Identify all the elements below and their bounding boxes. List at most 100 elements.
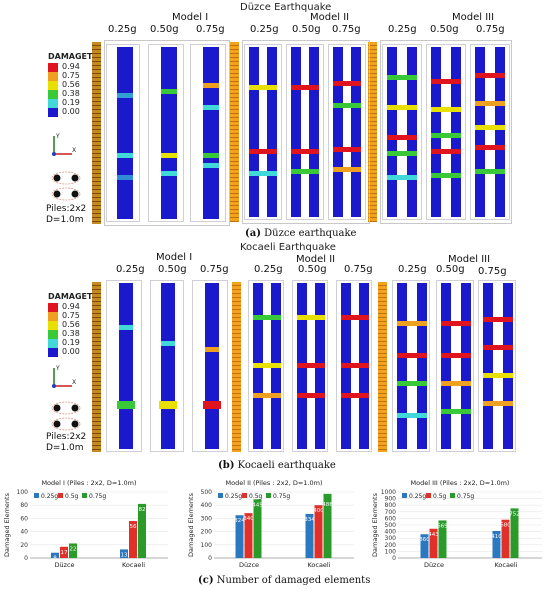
soil-layer-column: [378, 282, 387, 452]
legend-swatch: [48, 81, 58, 90]
soil-layer-column: [232, 282, 241, 452]
y-tick-label: 80: [20, 502, 28, 509]
section-a-pga-3-1: 0.25g: [388, 24, 417, 35]
section-b-title: Kocaeli Earthquake: [240, 242, 336, 253]
bar: [501, 519, 510, 558]
axis-y-label: Y: [55, 133, 60, 140]
y-tick-label: 60: [20, 515, 28, 522]
pile-contour-b-m3-025: [392, 280, 430, 452]
x-tick-label: Kocaeli: [122, 561, 145, 569]
legend-label: 0.5g: [65, 493, 79, 500]
section-a-model-3-label: Model III: [452, 12, 495, 23]
pile-contour-a-m1-075: [190, 44, 226, 222]
bar-chart-model-2: Model II (Piles : 2x2, D=1.0m) Damaged El…: [188, 479, 354, 569]
legend-title: DAMAGET: [48, 52, 93, 61]
bar-chart-model-3: Model III (Piles : 2x2, D=1.0m) Damaged E…: [372, 479, 542, 569]
caption-text: Düzce earthquake: [264, 228, 357, 239]
legend-value: 0.56: [62, 80, 80, 89]
y-tick-label: 900: [385, 496, 397, 503]
y-tick-label: 300: [201, 515, 213, 522]
bar: [244, 513, 253, 558]
legend-swatch: [58, 493, 63, 498]
bar-data-label: 443: [428, 532, 439, 538]
section-a-pile-info: Piles:2x2 D=1.0m: [46, 204, 86, 226]
section-a-model-2-frame: [242, 40, 370, 224]
bar: [429, 528, 438, 558]
y-axis-label: Damaged Elements: [4, 492, 11, 557]
section-b-model-2-label: Model II: [296, 254, 336, 265]
bar: [314, 505, 323, 558]
section-a-model-3-frame: [380, 40, 512, 224]
section-b-pga-3-2: 0.50g: [436, 264, 465, 275]
bar-data-label: 410: [491, 534, 502, 540]
y-tick-label: 400: [385, 529, 397, 536]
bar-data-label: 400: [313, 508, 324, 514]
legend-value: 0.94: [62, 302, 80, 311]
caption-letter: (b): [218, 460, 235, 471]
pile-contour-a-m1-025: [106, 44, 140, 222]
axes-triad-icon: Y X: [52, 133, 76, 156]
y-tick-label: 0: [208, 555, 212, 562]
legend-swatch: [82, 493, 87, 498]
section-b-pga-3-3: 0.75g: [478, 266, 507, 277]
soil-layer-column: [92, 282, 101, 452]
legend-label: 0.75g: [89, 493, 106, 500]
legend-value: 0.56: [62, 320, 80, 329]
y-tick-label: 40: [20, 529, 28, 536]
legend-swatch: [266, 493, 271, 498]
bar-data-label: 82: [139, 507, 146, 513]
y-axis-label: Damaged Elements: [188, 492, 195, 557]
legend-swatch: [48, 303, 58, 312]
pile-info-line-2: D=1.0m: [46, 215, 84, 225]
pile-contour-b-m2-050: [292, 280, 328, 452]
section-a-title: Düzce Earthquake: [240, 2, 332, 13]
bar: [420, 534, 429, 558]
x-tick-label: Düzce: [424, 561, 444, 569]
legend-value: 0.19: [62, 338, 80, 347]
pile-contour-b-m2-025: [248, 280, 284, 452]
axis-x-label: X: [72, 379, 76, 386]
pile-contour-b-m1-050: [150, 280, 184, 452]
legend-title: DAMAGET: [48, 292, 93, 301]
chart-title: Model I (Piles : 2x2, D=1.0m): [41, 479, 136, 487]
bar-data-label: 22: [70, 546, 77, 552]
section-b-pga-3-1: 0.25g: [398, 264, 427, 275]
chart-title: Model II (Piles : 2x2, D=1.0m): [225, 479, 322, 487]
soil-layer-column: [230, 42, 239, 222]
y-tick-label: 1000: [381, 489, 396, 496]
legend-swatch: [48, 321, 58, 330]
section-a-caption: (a) Düzce earthquake: [245, 228, 356, 239]
legend-swatch: [48, 348, 58, 357]
axes-triad-icon: Y X: [52, 365, 76, 388]
y-tick-label: 800: [385, 502, 397, 509]
bar: [235, 515, 244, 558]
bar: [510, 508, 519, 558]
caption-text: Number of damaged elements: [216, 575, 371, 586]
pile-contour-a-m2-075: [328, 44, 366, 220]
section-a-model-1-frame: [104, 40, 230, 226]
legend-swatch: [450, 493, 455, 498]
caption-text: Kocaeli earthquake: [237, 460, 336, 471]
legend-swatch: [242, 493, 247, 498]
section-b-model-1-label: Model I: [156, 252, 193, 263]
bar-data-label: 334: [304, 517, 315, 523]
legend-value: 0.38: [62, 329, 80, 338]
bar: [323, 493, 332, 558]
section-a-model-2-label: Model II: [310, 12, 350, 23]
chart-title: Model III (Piles : 2x2, D=1.0m): [411, 479, 510, 487]
section-c-caption: (c) Number of damaged elements: [198, 575, 370, 586]
section-b-legend: DAMAGET 0.94 0.75 0.56 0.38 0.19 0.00: [48, 292, 108, 357]
y-tick-label: 200: [201, 529, 213, 536]
legend-value: 0.38: [62, 89, 80, 98]
legend-swatch: [48, 339, 58, 348]
bar-data-label: 17: [61, 550, 68, 556]
bar: [69, 543, 77, 558]
section-b-pga-1-3: 0.75g: [200, 264, 229, 275]
section-a-pga-1-1: 0.25g: [108, 24, 137, 35]
soil-layer-column: [368, 42, 377, 222]
y-tick-label: 100: [385, 548, 397, 555]
section-a-pga-2-1: 0.25g: [250, 24, 279, 35]
section-b-pga-2-3: 0.75g: [344, 264, 373, 275]
legend-swatch: [48, 72, 58, 81]
axis-x-label: X: [72, 147, 76, 154]
